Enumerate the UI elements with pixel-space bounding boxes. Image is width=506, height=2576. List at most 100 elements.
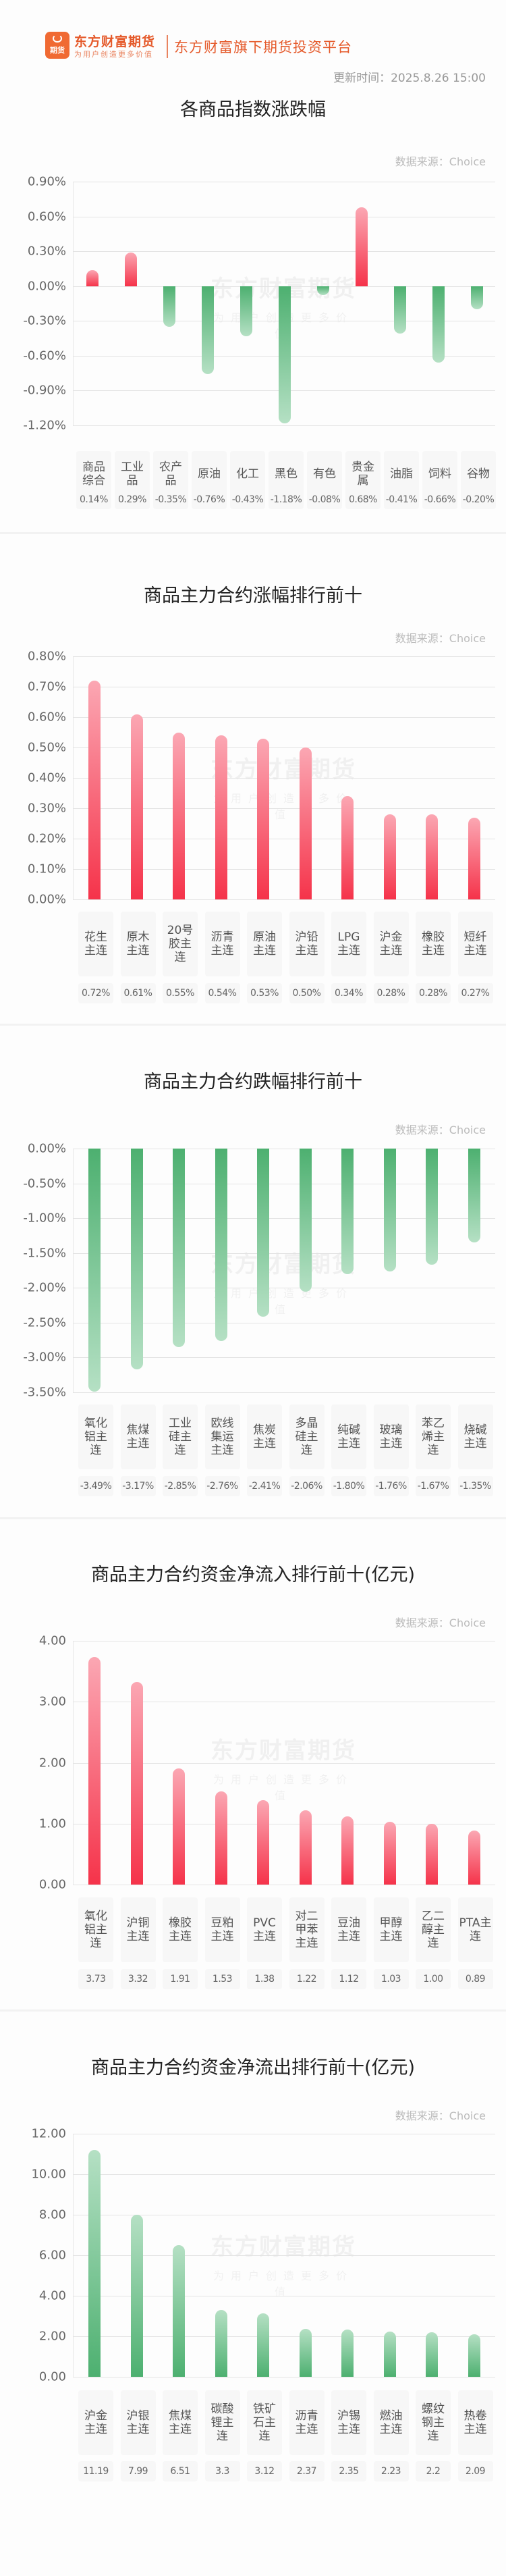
bar-PTA主连[interactable] (468, 1830, 480, 1885)
y-tick-label: 12.00 (31, 2126, 66, 2141)
brand-divider (167, 35, 168, 58)
bar-沪铜主连[interactable] (130, 1682, 143, 1885)
bar-原油主连[interactable] (257, 738, 269, 899)
bar-烧碱主连[interactable] (468, 1149, 480, 1243)
value-label: 0.53% (247, 983, 282, 1003)
category-label: 谷物 (461, 451, 496, 497)
y-tick-label: -0.50% (23, 1176, 66, 1191)
value-label: 2.23 (373, 2461, 409, 2481)
bar-工业硅主连[interactable] (173, 1149, 185, 1347)
value-label: 1.00 (416, 1969, 451, 1989)
bar-原油[interactable] (202, 286, 214, 375)
value-label: 6.51 (163, 2461, 198, 2481)
category-label: PVC主连 (247, 1897, 282, 1962)
bar-LPG主连[interactable] (341, 796, 354, 899)
bar-短纤主连[interactable] (468, 817, 480, 899)
bar-乙二醇主连[interactable] (426, 1823, 438, 1885)
update-time: 更新时间：2025.8.26 15:00 (333, 72, 486, 85)
category-label: 烧碱主连 (457, 1404, 493, 1469)
value-label: -0.20% (461, 490, 496, 509)
bar-氧化铝主连[interactable] (88, 1149, 101, 1392)
bar-有色[interactable] (317, 286, 329, 296)
bar-豆油主连[interactable] (341, 1816, 354, 1885)
watermark-main: 东方财富期货 (210, 1737, 356, 1764)
value-label: -2.06% (289, 1476, 325, 1496)
bar-黑色[interactable] (279, 286, 291, 423)
bar-甲醇主连[interactable] (383, 1822, 396, 1885)
category-label: 油脂 (384, 451, 419, 497)
bar-沪银主连[interactable] (130, 2215, 143, 2377)
gridline (73, 1357, 495, 1359)
category-label: 贵金属 (345, 451, 381, 497)
bar-谷物[interactable] (471, 286, 483, 310)
bar-农产品[interactable] (163, 286, 175, 327)
logo-badge-text: 期货 (50, 46, 65, 55)
bar-沥青主连[interactable] (299, 2328, 312, 2377)
gridline (73, 808, 495, 809)
bar-焦煤主连[interactable] (173, 2244, 185, 2377)
bar-玻璃主连[interactable] (383, 1149, 396, 1271)
value-label: 0.50% (289, 983, 325, 1003)
watermark-main: 东方财富期货 (210, 756, 356, 783)
y-tick-label: 0.60% (27, 710, 66, 725)
value-label: -1.80% (331, 1476, 366, 1496)
bar-沪金主连[interactable] (383, 814, 396, 899)
bar-20号胶主连[interactable] (173, 732, 185, 899)
bar-贵金属[interactable] (356, 207, 368, 286)
bar-豆粕主连[interactable] (215, 1791, 227, 1885)
value-label: 0.34% (331, 983, 366, 1003)
bar-对二甲苯主连[interactable] (299, 1810, 312, 1885)
bar-原木主连[interactable] (130, 714, 143, 899)
category-label: 沪银主连 (120, 2390, 156, 2455)
bar-PVC主连[interactable] (257, 1800, 269, 1885)
bar-焦炭主连[interactable] (257, 1149, 269, 1317)
bar-橡胶主连[interactable] (173, 1768, 185, 1885)
category-label: 螺纹钢主连 (416, 2390, 451, 2455)
value-label: 1.03 (373, 1969, 409, 1989)
bar-热卷主连[interactable] (468, 2334, 480, 2377)
bar-沪金主连[interactable] (88, 2150, 101, 2377)
category-label: 原木主连 (120, 912, 156, 976)
value-label: -2.76% (204, 1476, 240, 1496)
chart-title: 商品主力合约涨幅排行前十 (144, 585, 362, 606)
bar-氧化铝主连[interactable] (88, 1657, 101, 1885)
bar-油脂[interactable] (394, 286, 406, 334)
bar-花生主连[interactable] (88, 681, 101, 899)
bar-多晶硅主连[interactable] (299, 1149, 312, 1292)
y-tick-label: -2.50% (23, 1315, 66, 1330)
bar-焦煤主连[interactable] (130, 1149, 143, 1369)
watermark-sub: 为用户创造更多价值 (213, 1287, 354, 1316)
data-source-label: 数据来源：Choice (395, 1124, 486, 1136)
value-label: -2.41% (247, 1476, 282, 1496)
gridline (73, 747, 495, 748)
gridline (73, 1218, 495, 1219)
data-source-label: 数据来源：Choice (395, 155, 486, 168)
value-label: 3.73 (78, 1969, 113, 1989)
y-tick-label: 0.60% (27, 209, 66, 224)
bar-橡胶主连[interactable] (426, 814, 438, 899)
bar-铁矿石主连[interactable] (257, 2313, 269, 2377)
bar-商品综合[interactable] (86, 269, 99, 286)
y-tick-label: -3.00% (23, 1350, 66, 1365)
bar-碳酸锂主连[interactable] (215, 2310, 227, 2377)
bar-欧线集运主连[interactable] (215, 1149, 227, 1341)
value-label: 2.35 (331, 2461, 366, 2481)
value-label: 1.53 (204, 1969, 240, 1989)
y-tick-label: 2.00 (38, 2329, 66, 2344)
bar-沪铅主连[interactable] (299, 747, 312, 899)
bar-燃油主连[interactable] (383, 2332, 396, 2377)
bar-工业品[interactable] (125, 252, 137, 286)
y-tick-label: 0.10% (27, 862, 66, 876)
bar-纯碱主连[interactable] (341, 1149, 354, 1274)
chart-title: 商品主力合约跌幅排行前十 (144, 1072, 362, 1093)
bar-化工[interactable] (240, 286, 252, 336)
bar-沥青主连[interactable] (215, 735, 227, 899)
bar-沪锡主连[interactable] (341, 2329, 354, 2377)
bar-饲料[interactable] (432, 286, 445, 363)
value-label: -1.76% (373, 1476, 409, 1496)
bar-螺纹钢主连[interactable] (426, 2332, 438, 2377)
bar-苯乙烯主连[interactable] (426, 1149, 438, 1265)
value-label: 1.91 (163, 1969, 198, 1989)
value-label: -0.41% (384, 490, 419, 509)
y-tick-label: 0.20% (27, 831, 66, 846)
